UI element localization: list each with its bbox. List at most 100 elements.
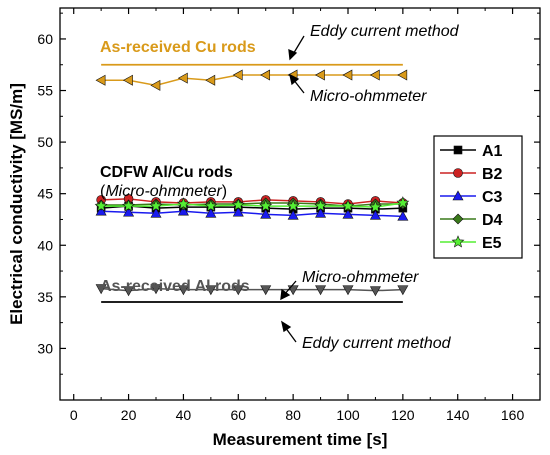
legend-label: C3 — [482, 189, 503, 206]
series-c3-point — [150, 207, 162, 218]
legend-label: A1 — [482, 143, 503, 160]
series-c3-line — [101, 210, 403, 218]
tick-labels: 0 20 40 60 80 100 120 140 160 30 35 40 45 50 55 60 — [37, 31, 524, 423]
legend-marker — [452, 213, 464, 225]
reference-series-1-point — [369, 286, 381, 297]
series-e5-line — [101, 202, 403, 208]
axis-ticks — [60, 8, 541, 400]
cdfw-paren-inner: Micro-ohmmeter — [105, 183, 222, 200]
series-e5-point — [368, 200, 382, 213]
series-c3-point — [177, 205, 189, 216]
legend: A1 B2 C3 D4 E5 — [440, 143, 503, 252]
y-axis-title: Electrical conductivity [MS/m] — [7, 83, 26, 325]
y-tick-label: 40 — [37, 237, 53, 253]
micro-bottom-label: Micro-ohmmeter — [302, 269, 419, 286]
series-e5-point — [149, 199, 163, 212]
x-tick-label: 140 — [446, 407, 470, 423]
series-e5-point — [231, 198, 245, 211]
series-c3-point — [260, 208, 272, 219]
series-c3-point — [123, 206, 135, 217]
cu-rods-label: As-received Cu rods — [100, 39, 256, 56]
reference-series-1-point — [205, 285, 217, 296]
reference-series-0-point — [260, 69, 271, 81]
reference-series-0-point — [314, 69, 325, 81]
reference-series-1-line — [101, 287, 403, 292]
x-tick-label: 0 — [70, 407, 78, 423]
legend-label: D4 — [482, 212, 503, 229]
reference-series-1-point — [397, 285, 409, 296]
eddy-bottom-label: Eddy current method — [302, 335, 452, 352]
micro-top-label: Micro-ohmmeter — [310, 88, 427, 105]
series-e5-point — [286, 199, 300, 212]
series-e5-point — [176, 197, 190, 210]
cdfw-paren-open: ( — [100, 183, 106, 200]
series-e5-point — [314, 199, 328, 212]
plot-frame — [59, 7, 541, 401]
series-c3-point — [397, 210, 409, 221]
legend-marker — [453, 168, 463, 178]
al-rods-label: As-received Al rods — [100, 278, 250, 295]
reference-series-0-point — [232, 69, 243, 81]
arrow-eddy-top-head — [288, 48, 298, 61]
series-c3-point — [315, 207, 327, 218]
reference-series-0-point — [205, 74, 216, 86]
y-tick-label: 45 — [37, 186, 53, 202]
series-a1-line — [101, 205, 403, 210]
x-tick-label: 40 — [176, 407, 192, 423]
reference-series-0-line — [101, 74, 403, 87]
reference-series-1-point — [95, 284, 107, 295]
reference-series-1-point — [150, 284, 162, 295]
reference-series-0-point — [397, 69, 408, 81]
legend-box — [433, 135, 523, 259]
x-tick-label: 80 — [285, 407, 301, 423]
series-e5-point — [122, 199, 136, 212]
arrow-eddy-bottom-head — [281, 320, 292, 333]
y-tick-label: 50 — [37, 134, 53, 150]
x-tick-label: 100 — [336, 407, 360, 423]
reference-series-0-point — [95, 74, 106, 86]
series-c3-point — [205, 207, 217, 218]
reference-series-0-point — [369, 69, 380, 81]
reference-series-0-point — [150, 79, 161, 91]
series-e5-point — [94, 199, 108, 212]
cdfw-label: CDFW Al/Cu rods — [100, 164, 233, 181]
y-tick-label: 55 — [37, 83, 53, 99]
legend-label: E5 — [482, 235, 502, 252]
x-axis-title: Measurement time [s] — [213, 430, 388, 449]
series-c3-point — [232, 206, 244, 217]
reference-series-1-point — [342, 285, 354, 296]
series-c3-point — [369, 209, 381, 220]
series-c3-point — [287, 209, 299, 220]
y-tick-label: 60 — [37, 31, 53, 47]
reference-series-1-point — [232, 285, 244, 296]
reference-series-0-point — [342, 69, 353, 81]
x-tick-label: 60 — [230, 407, 246, 423]
reference-series-0-point — [122, 74, 133, 86]
series-e5-point — [204, 199, 218, 212]
reference-lines — [101, 63, 403, 303]
series-c3-point — [342, 208, 354, 219]
reference-series-1-point — [177, 285, 189, 296]
reference-series-1-point — [123, 286, 135, 297]
reference-series-1-point — [315, 285, 327, 296]
series-e5-point — [259, 199, 273, 212]
annotation-arrows — [280, 35, 305, 343]
y-tick-label: 35 — [37, 289, 53, 305]
arrow-micro-bottom-head — [280, 288, 291, 301]
series-c3-point — [95, 205, 107, 216]
x-tick-label: 120 — [391, 407, 415, 423]
legend-label: B2 — [482, 166, 503, 183]
series-e5-point — [396, 196, 410, 209]
y-tick-label: 30 — [37, 340, 53, 356]
cdfw-paren-close: ) — [222, 183, 227, 200]
eddy-top-label: Eddy current method — [310, 23, 460, 40]
legend-marker — [451, 235, 465, 248]
reference-series-0-point — [177, 72, 188, 84]
series-e5-point — [341, 199, 355, 212]
reference-series-1-point — [260, 285, 272, 296]
series-layer — [94, 69, 410, 297]
cdfw-subtitle: (Micro-ohmmeter) — [100, 183, 227, 200]
legend-marker — [453, 145, 463, 155]
arrow-micro-top-head — [289, 73, 300, 86]
